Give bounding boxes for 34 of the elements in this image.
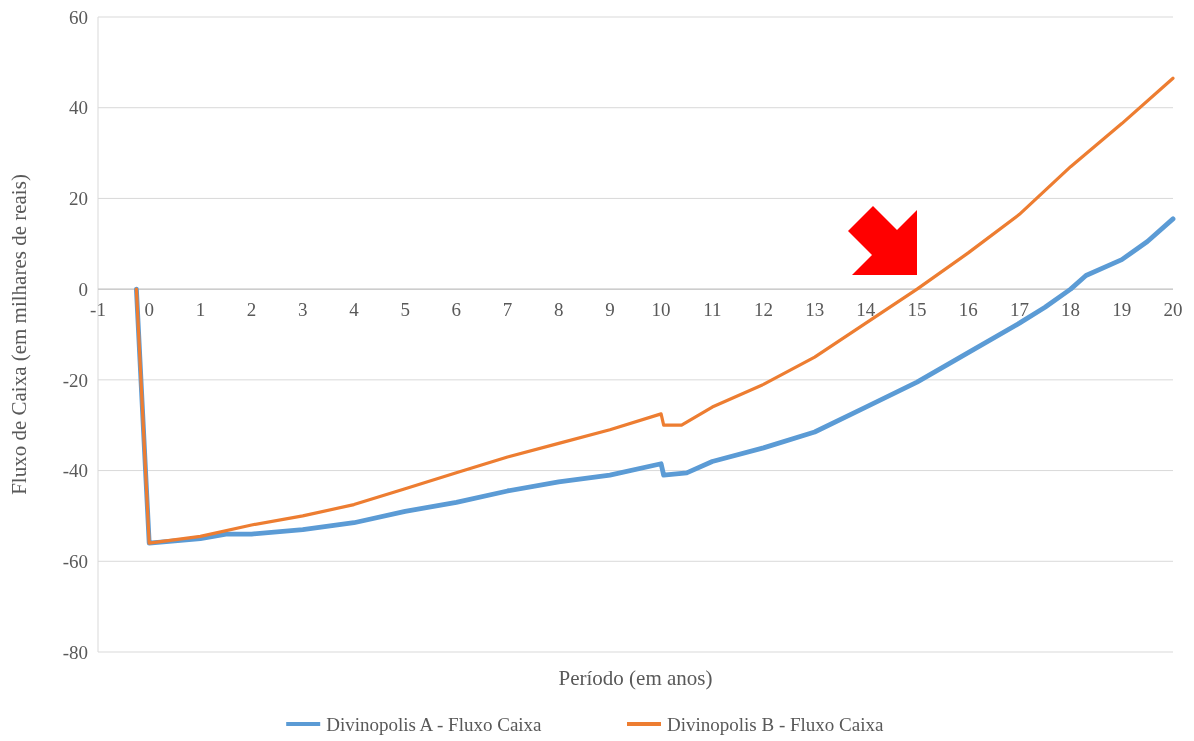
x-tick-label: 10 xyxy=(651,299,671,321)
y-tick-label: 40 xyxy=(69,97,88,119)
legend-label: Divinopolis B - Fluxo Caixa xyxy=(667,713,884,735)
x-tick-label: 5 xyxy=(400,299,410,321)
y-tick-label: -40 xyxy=(62,460,88,482)
x-tick-label: 3 xyxy=(298,299,308,321)
x-tick-label: 2 xyxy=(246,299,257,321)
x-tick-label: 15 xyxy=(907,299,927,321)
y-axis-title: Fluxo de Caixa (em milhares de reais) xyxy=(7,174,31,495)
y-tick-label: -20 xyxy=(62,369,88,391)
x-tick-label: 19 xyxy=(1112,299,1132,321)
x-tick-label: 13 xyxy=(805,299,825,321)
x-tick-label: 0 xyxy=(144,299,154,321)
y-tick-label: -80 xyxy=(62,641,88,663)
x-tick-label: 12 xyxy=(753,299,773,321)
x-axis-title: Período (em anos) xyxy=(558,666,713,690)
x-tick-label: 6 xyxy=(451,299,462,321)
x-tick-label: 17 xyxy=(1009,299,1029,321)
y-tick-label: 20 xyxy=(69,188,88,210)
y-tick-label: 60 xyxy=(69,6,88,28)
legend-label: Divinopolis A - Fluxo Caixa xyxy=(326,713,543,735)
y-tick-label: 0 xyxy=(78,278,88,300)
x-tick-label: 1 xyxy=(195,299,206,321)
y-tick-label: -60 xyxy=(62,550,88,572)
x-tick-label: 16 xyxy=(958,299,978,321)
x-tick-label: 20 xyxy=(1163,299,1183,321)
x-tick-label: 4 xyxy=(349,299,360,321)
x-tick-label: 8 xyxy=(553,299,564,321)
x-tick-label: 14 xyxy=(856,299,876,321)
x-tick-label: 9 xyxy=(605,299,615,321)
x-tick-label: 11 xyxy=(703,299,722,321)
x-tick-label: 7 xyxy=(502,299,513,321)
x-tick-label: -1 xyxy=(90,299,106,321)
x-tick-label: 18 xyxy=(1061,299,1081,321)
